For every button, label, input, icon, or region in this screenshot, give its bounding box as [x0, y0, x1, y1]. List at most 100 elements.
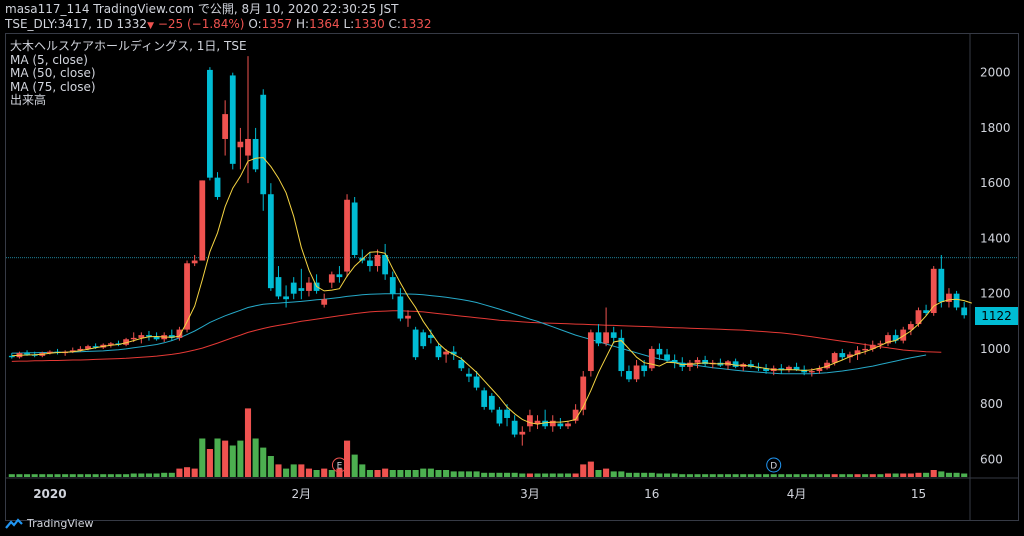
volume-bar: [519, 473, 526, 477]
candle-body: [854, 350, 861, 355]
volume-bar: [153, 473, 160, 477]
volume-bar: [557, 473, 564, 477]
candle-body: [511, 420, 518, 435]
y-tick-label: 1400: [980, 231, 1011, 245]
legend-ma50[interactable]: MA (50, close): [10, 66, 96, 80]
candle-body: [885, 335, 891, 344]
open-label: O:: [248, 17, 262, 31]
candle-body: [420, 332, 427, 347]
candle-body: [146, 335, 152, 337]
volume-bar: [641, 472, 648, 477]
candle-body: [732, 361, 739, 367]
legend-ma5[interactable]: MA (5, close): [10, 52, 88, 67]
candle-body: [633, 365, 640, 380]
candle-body: [107, 343, 114, 345]
footer: TradingView: [5, 517, 93, 530]
candle-body: [900, 329, 907, 341]
candle-body: [328, 274, 335, 283]
candle-body: [85, 346, 91, 349]
volume-bar: [915, 472, 922, 477]
event-marker-label: E: [337, 462, 343, 472]
candle-body: [466, 373, 472, 377]
volume-bar: [420, 468, 427, 477]
volume-bar: [298, 464, 305, 477]
candle-body: [595, 332, 602, 344]
legend-volume[interactable]: 出来高: [10, 93, 47, 107]
candle-body: [321, 299, 328, 305]
volume-bar: [229, 445, 236, 477]
candle-body: [443, 351, 449, 355]
candle-body: [938, 268, 945, 302]
volume-bar: [945, 472, 952, 477]
candle-body: [153, 336, 160, 340]
x-tick-label: 4月: [787, 487, 807, 501]
ma75-line: [11, 310, 942, 362]
candle-body: [580, 376, 587, 410]
volume-bar: [443, 470, 450, 477]
volume-bar: [328, 470, 335, 477]
candle-body: [862, 348, 869, 351]
candle-body: [199, 180, 206, 261]
candle-body: [664, 354, 670, 360]
volume-bar: [801, 474, 808, 477]
volume-bar: [77, 474, 84, 477]
volume-bar: [603, 468, 610, 477]
volume-bar: [839, 474, 846, 477]
volume-bar: [664, 473, 671, 477]
volume-bar: [275, 464, 282, 477]
candle-body: [694, 359, 701, 363]
volume-bar: [267, 456, 274, 477]
volume-bar: [16, 474, 23, 477]
candle-body: [656, 348, 663, 355]
volume-bar: [542, 473, 549, 477]
x-tick-label: 16: [644, 487, 659, 501]
x-tick-label: 15: [911, 487, 926, 501]
legend-ma75[interactable]: MA (75, close): [10, 79, 96, 94]
candle-body: [831, 353, 838, 363]
volume-bar: [724, 474, 732, 477]
volume-bar: [458, 471, 465, 477]
candle-body: [481, 390, 488, 407]
low-value: 1330: [354, 17, 385, 31]
volume-bar: [831, 474, 838, 477]
volume-bar: [62, 474, 69, 477]
volume-bar: [717, 474, 724, 477]
candle-body: [382, 255, 389, 275]
y-tick-label: 800: [980, 397, 1003, 411]
volume-bar: [763, 474, 770, 477]
volume-bar: [359, 464, 366, 477]
y-tick-label: 2000: [980, 66, 1011, 80]
volume-bar: [709, 474, 716, 477]
x-tick-label: 2月: [292, 487, 312, 501]
volume-bar: [206, 449, 213, 477]
candle-body: [793, 366, 800, 370]
candle-body: [290, 282, 297, 294]
tradingview-brand[interactable]: TradingView: [27, 517, 94, 530]
ma5-line: [11, 156, 972, 425]
candle-body: [946, 293, 952, 302]
candle-body: [458, 359, 465, 369]
candle-body: [123, 339, 129, 345]
candle-body: [519, 431, 526, 435]
volume-bar: [427, 468, 434, 477]
volume-bar: [785, 474, 792, 477]
y-tick-label: 1800: [980, 121, 1011, 135]
volume-bar: [778, 474, 785, 477]
volume-bar: [679, 474, 686, 477]
candle-body: [344, 199, 350, 272]
price-change: −25 (−1.84%): [157, 17, 245, 31]
candle-body: [702, 359, 709, 365]
volume-bar: [694, 474, 701, 477]
candle-body: [877, 343, 884, 345]
candle-body: [336, 274, 343, 278]
volume-bar: [481, 472, 488, 477]
close-value: 1332: [400, 17, 432, 31]
candle-body: [930, 268, 937, 314]
volume-bar: [39, 474, 46, 477]
volume-bar: [930, 470, 937, 477]
current-price-tag: 1122: [975, 307, 1018, 325]
volume-bar: [191, 468, 198, 477]
volume-bar: [923, 472, 930, 477]
volume-bar: [145, 473, 152, 477]
